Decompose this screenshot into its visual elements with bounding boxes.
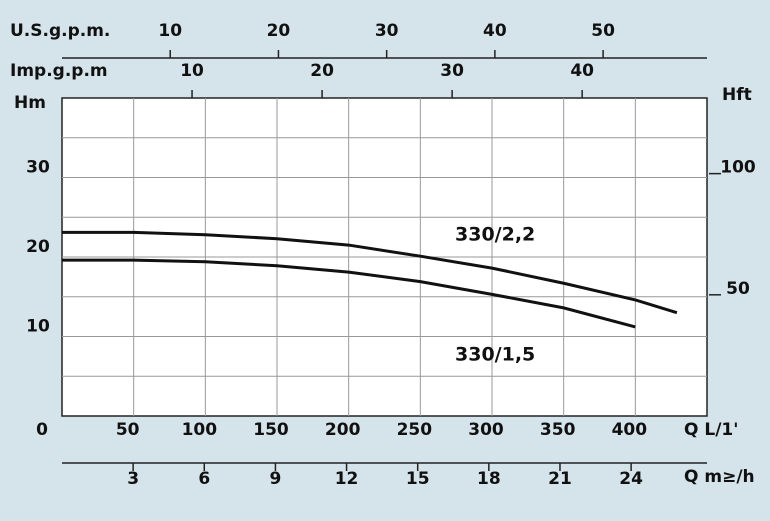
x-tick-label: 10 (158, 21, 182, 41)
x-tick-label: 15 (406, 469, 430, 489)
x-tick-label: 0 (36, 420, 48, 440)
y-axis-label: Hm (14, 93, 46, 113)
y2-axis-label: Hft (722, 85, 752, 105)
y2-tick-label: 50 (726, 279, 750, 299)
y-tick-label: 20 (26, 237, 50, 257)
x-tick-label: 250 (397, 420, 433, 440)
x-tick-label: 3 (127, 469, 139, 489)
y2-tick-label: 100 (720, 158, 756, 178)
x-tick-label: 150 (253, 420, 289, 440)
x-tick-label: 30 (440, 61, 464, 81)
curve (62, 230, 678, 315)
x-tick-label: 6 (198, 469, 210, 489)
curve-label: 330/1,5 (455, 344, 535, 366)
x-tick-label: 50 (116, 420, 140, 440)
y-tick-label: 10 (26, 317, 50, 337)
x-tick-label: 40 (483, 21, 507, 41)
x-tick-label: 50 (591, 21, 615, 41)
curve (62, 258, 636, 329)
x-tick-label: 200 (325, 420, 361, 440)
curve-label: 330/2,2 (455, 224, 535, 246)
x-tick-label: 20 (310, 61, 334, 81)
x-tick-label: 100 (182, 420, 218, 440)
x-tick-label: 350 (540, 420, 576, 440)
x-tick-label: 400 (612, 420, 648, 440)
y-tick-label: 30 (26, 158, 50, 178)
x-tick-label: 10 (180, 61, 204, 81)
x-tick-label: 20 (267, 21, 291, 41)
x-tick-label: 12 (335, 469, 359, 489)
x-tick-label: 300 (468, 420, 504, 440)
x-tick-label: 9 (269, 469, 281, 489)
axis-label: Imp.g.p.m (10, 61, 108, 81)
x-tick-label: 40 (570, 61, 594, 81)
x-axis-label: Q L/1' (684, 420, 738, 440)
axis-label: U.S.g.p.m. (10, 21, 110, 41)
x-tick-label: 30 (375, 21, 399, 41)
x-tick-label: 24 (619, 469, 643, 489)
x-tick-label: 21 (548, 469, 572, 489)
axis-label: Q m≥/h (684, 467, 755, 487)
x-tick-label: 18 (477, 469, 501, 489)
